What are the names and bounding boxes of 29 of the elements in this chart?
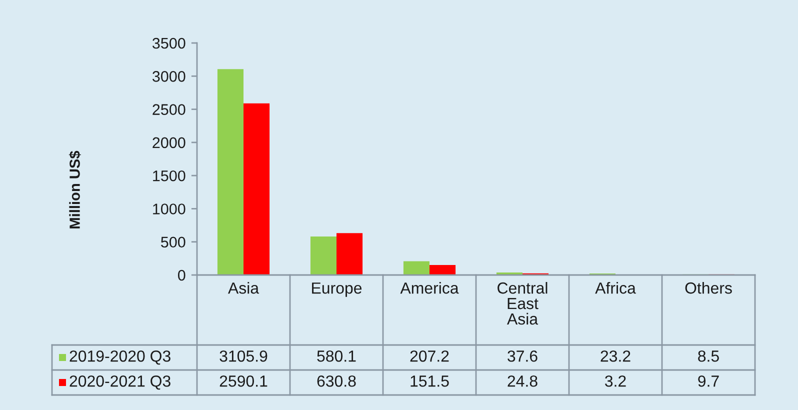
y-tick-label: 2000 <box>152 137 186 148</box>
y-tick-label: 2500 <box>152 104 186 115</box>
y-tick-label: 1500 <box>153 170 186 182</box>
legend-label: 2020-2021 Q3 <box>70 375 170 390</box>
data-label: 3.2 <box>605 375 626 387</box>
legend-label: 2019-2020 Q3 <box>70 350 170 365</box>
x-tick-label: Others <box>685 282 732 294</box>
y-tick-label: 3500 <box>152 38 186 49</box>
data-label: 207.2 <box>410 350 449 362</box>
x-tick-label: Central East Asia <box>498 282 548 325</box>
data-label: 151.5 <box>410 376 449 387</box>
x-tick-label: Africa <box>595 282 636 294</box>
data-label: 8.5 <box>698 350 719 362</box>
y-tick-label: 500 <box>161 236 186 248</box>
x-tick-label: America <box>400 282 459 294</box>
data-label: 580.1 <box>317 350 356 362</box>
data-label: 2590.1 <box>220 375 268 387</box>
data-label: 9.7 <box>698 375 719 387</box>
y-tick-label: 0 <box>178 270 186 281</box>
y-axis-title: Million US$ <box>68 150 81 228</box>
data-label: 3105.9 <box>220 350 268 362</box>
x-tick-label: Asia <box>228 282 260 294</box>
data-label: 24.8 <box>508 375 538 387</box>
data-label: 37.6 <box>508 350 538 362</box>
data-label: 630.8 <box>317 375 356 387</box>
data-label: 23.2 <box>600 350 630 362</box>
y-tick-label: 3000 <box>152 71 186 82</box>
y-tick-label: 1000 <box>153 204 186 214</box>
x-tick-label: Europe <box>312 282 362 297</box>
